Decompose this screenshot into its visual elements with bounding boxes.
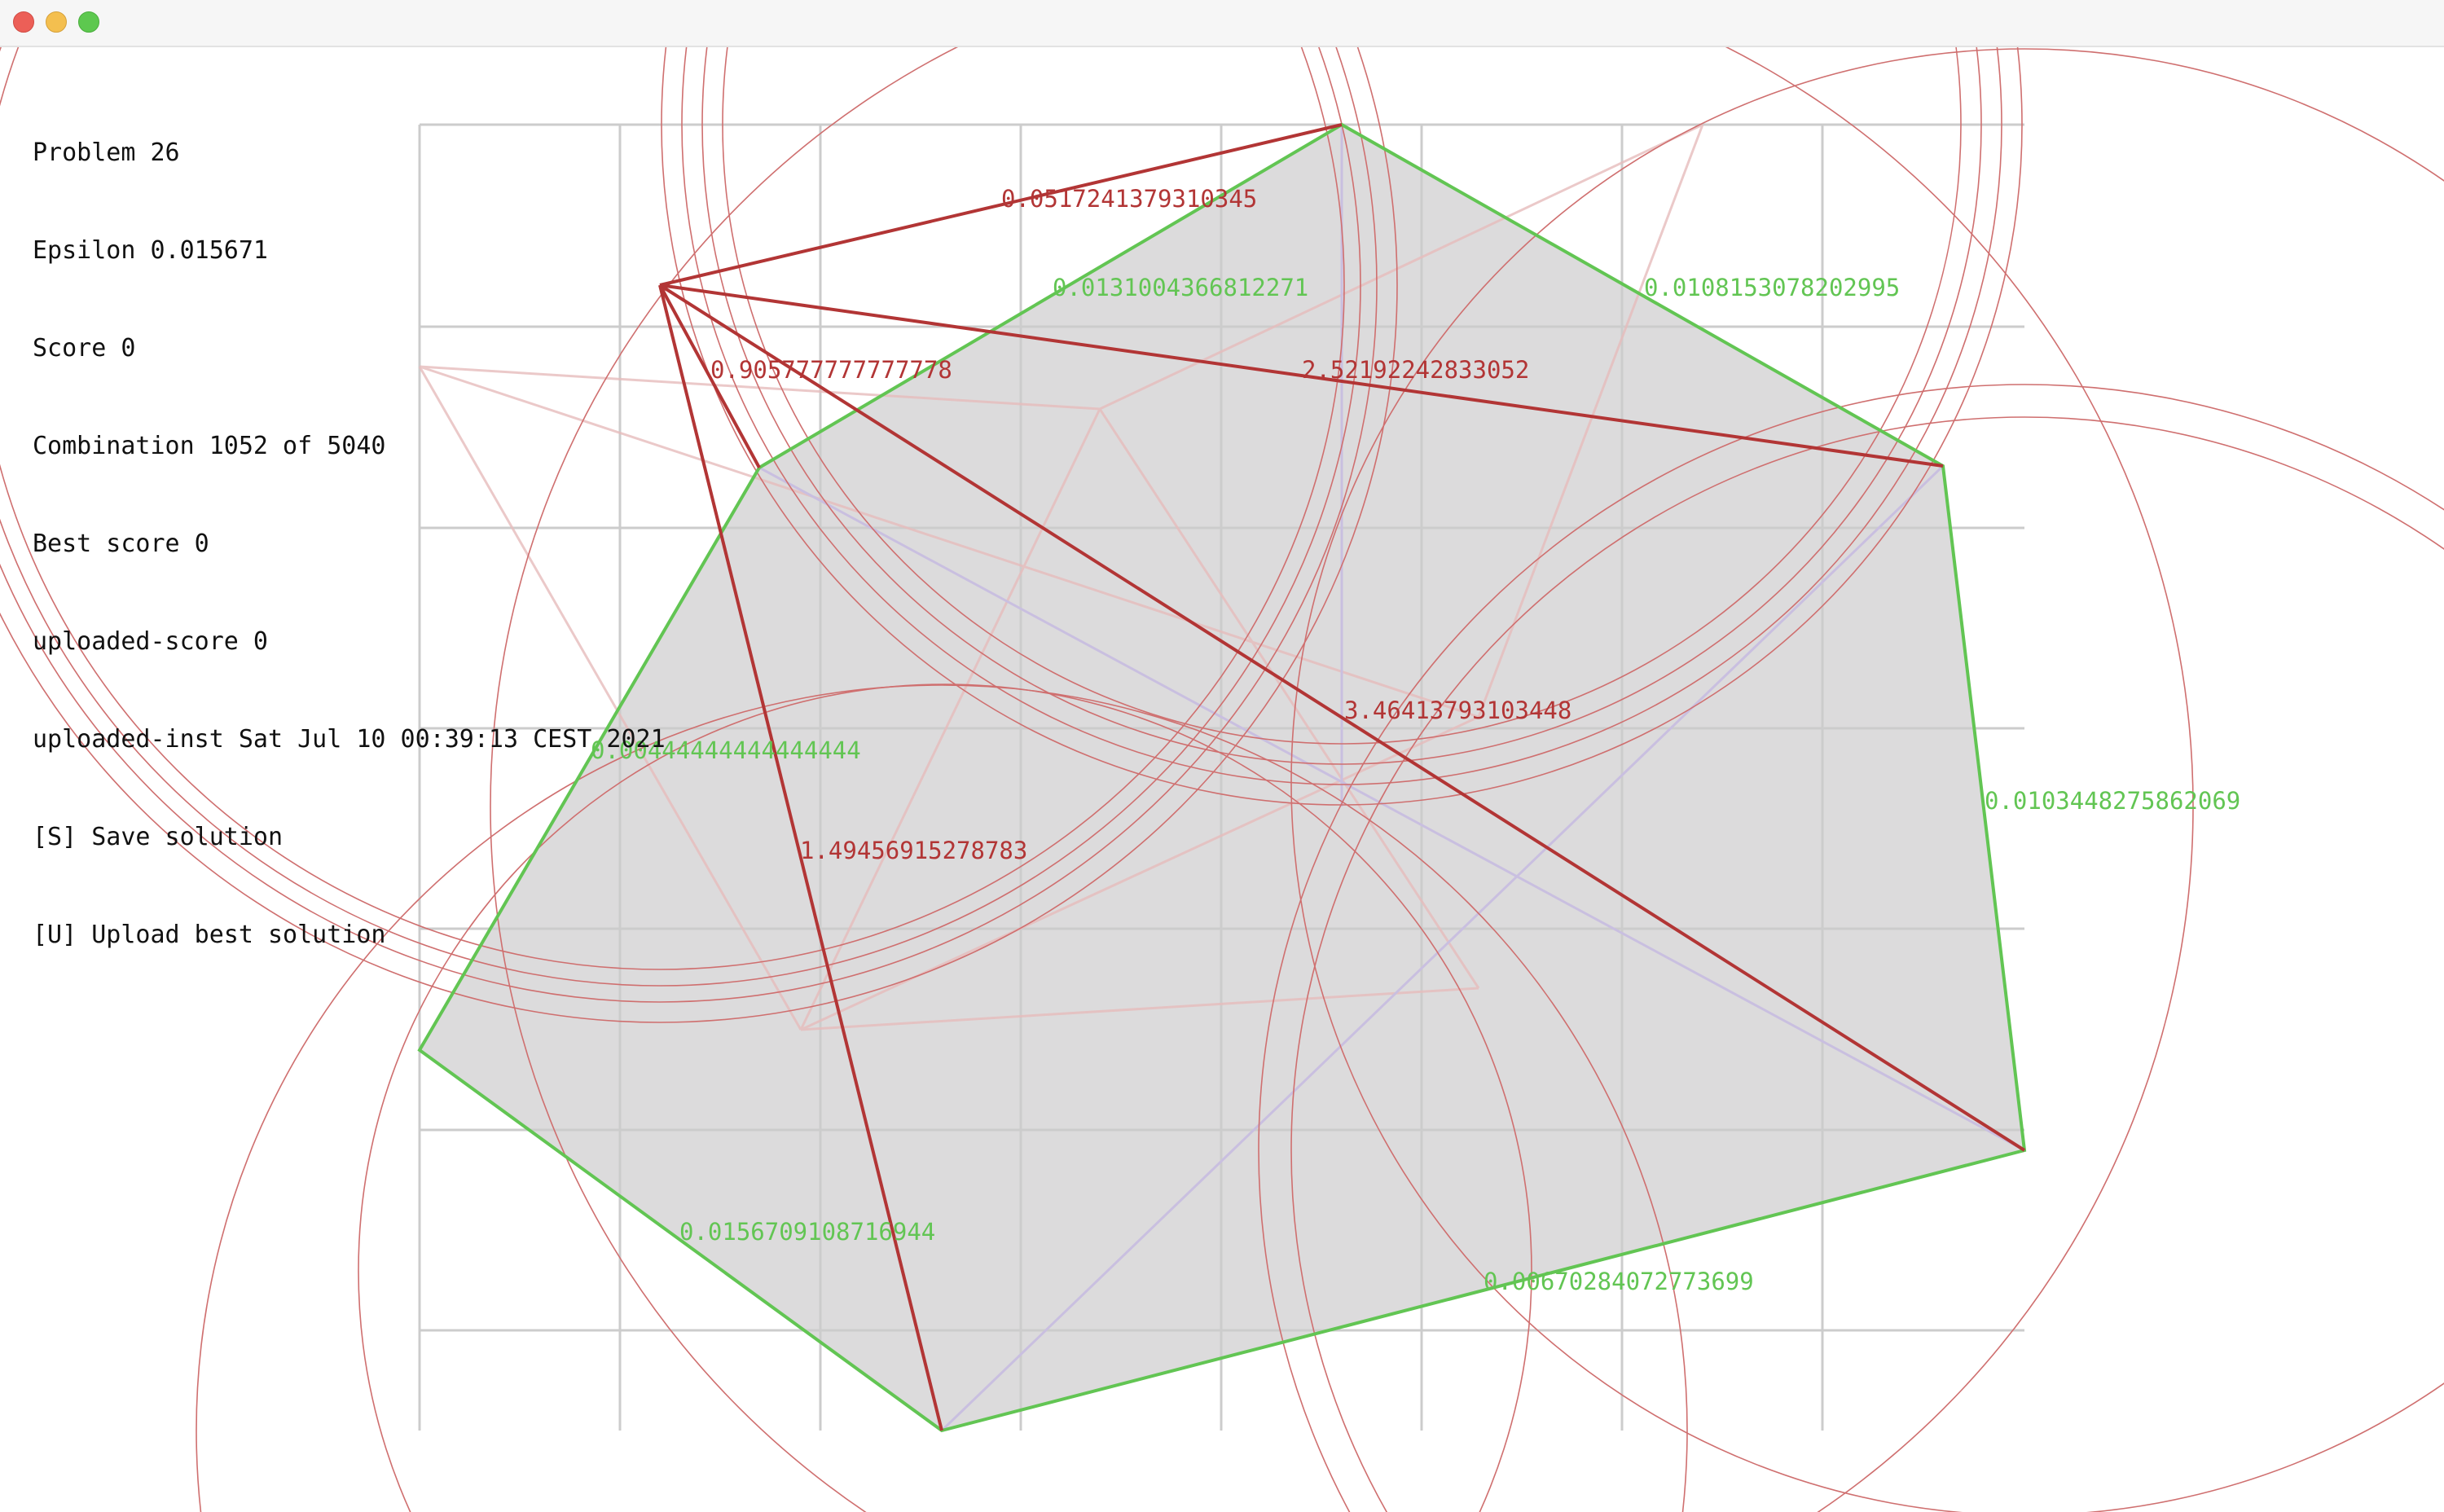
score-label: Score 0 <box>33 334 136 363</box>
uploaded-score-label: uploaded-score 0 <box>33 627 268 656</box>
close-button[interactable] <box>13 11 34 33</box>
window-titlebar <box>0 0 2444 47</box>
figure-edge-label: 0.0517241379310345 <box>1001 185 1257 213</box>
minimize-button[interactable] <box>46 11 67 33</box>
hole-edge-label: 0.0156709108716944 <box>679 1218 935 1246</box>
figure-edge <box>658 284 761 468</box>
save-solution-hint[interactable]: [S] Save solution <box>33 823 284 851</box>
epsilon-label: Epsilon 0.015671 <box>33 236 268 265</box>
hole-edge-label: 0.0131004366812271 <box>1053 274 1308 301</box>
info-panel: Problem 26 Epsilon 0.015671 Score 0 Comb… <box>33 72 666 984</box>
problem-label: Problem 26 <box>33 138 180 167</box>
figure-edge-label: 1.49456915278783 <box>800 837 1027 864</box>
problem-canvas[interactable]: 0.0131004366812271 0.0108153078202995 0.… <box>0 47 2444 1512</box>
figure-edge-label: 3.46413793103448 <box>1344 697 1571 724</box>
combination-label: Combination 1052 of 5040 <box>33 432 386 460</box>
ghost-diagonals <box>758 125 2025 1432</box>
upload-solution-hint[interactable]: [U] Upload best solution <box>33 921 386 949</box>
maximize-button[interactable] <box>78 11 99 33</box>
hole-edge-label: 0.0103448275862069 <box>1985 787 2240 815</box>
figure-edge <box>658 284 943 1431</box>
uploaded-inst-label: uploaded-inst Sat Jul 10 00:39:13 CEST 2… <box>33 725 666 754</box>
figure-edge <box>659 123 1343 287</box>
epsilon-circles <box>0 47 2444 1512</box>
hole-edge-label: 0.0108153078202995 <box>1644 274 1900 301</box>
figure-edge <box>658 284 2026 1152</box>
figure-edges[interactable] <box>658 123 2026 1431</box>
hole-edge-label: 0.00444444444444444 <box>591 736 861 764</box>
best-score-label: Best score 0 <box>33 530 209 558</box>
figure-edge-label: 2.52192242833052 <box>1302 356 1529 384</box>
figure-edge <box>659 284 1944 468</box>
grid <box>418 123 2024 1431</box>
hole-edge-label: 0.00670284072773699 <box>1484 1268 1754 1295</box>
figure-edge-label: 0.905777777777778 <box>710 356 952 384</box>
